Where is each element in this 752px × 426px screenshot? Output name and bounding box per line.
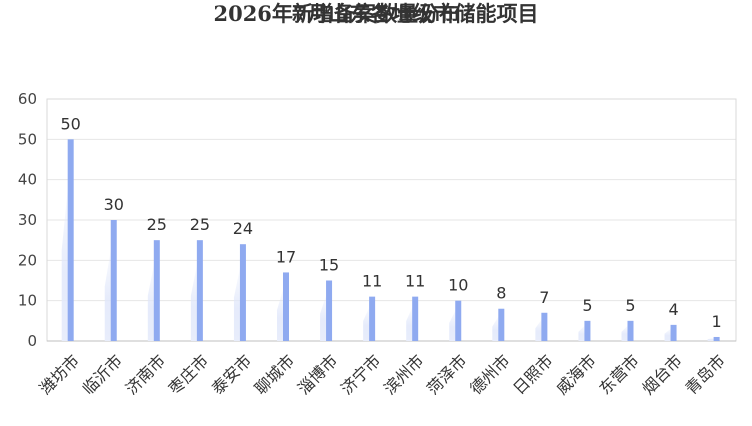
- data-label: 11: [405, 272, 425, 291]
- x-tick-label: 菏泽市: [423, 351, 470, 398]
- chart-title-line1: 2026年7月山东各地级市储能项目: [213, 1, 539, 26]
- x-tick-label: 济宁市: [337, 351, 384, 398]
- bar: [67, 139, 74, 341]
- bar: [670, 324, 677, 341]
- data-label: 17: [276, 247, 296, 266]
- x-tick-label: 枣庄市: [165, 351, 212, 398]
- x-tick-label: 济南市: [122, 351, 169, 398]
- bar: [412, 296, 419, 341]
- bar: [713, 336, 720, 341]
- data-label: 25: [190, 215, 210, 234]
- y-tick-label: 0: [27, 332, 37, 350]
- bar: [369, 296, 376, 341]
- axes: 0 10 20 30 40 50 60: [18, 90, 737, 350]
- data-label: 11: [362, 272, 382, 291]
- x-tick-label: 烟台市: [638, 351, 685, 398]
- data-label: 5: [582, 296, 592, 315]
- x-tick-label: 聊城市: [251, 351, 298, 398]
- x-tick-label: 潍坊市: [36, 351, 83, 398]
- bar: [153, 240, 160, 341]
- y-tick-label: 10: [18, 292, 37, 310]
- bar: [282, 272, 289, 341]
- bar: [584, 320, 591, 341]
- data-label: 10: [448, 276, 468, 295]
- data-label: 24: [233, 219, 253, 238]
- bar: [110, 220, 117, 341]
- chart-title-line2: 新增备案数量分布: [292, 1, 460, 26]
- gridlines: [47, 138, 736, 302]
- x-tick-label: 滨州市: [380, 351, 427, 398]
- x-tick-label: 青岛市: [682, 351, 729, 398]
- bar: [455, 300, 462, 341]
- bar: [326, 280, 333, 341]
- data-label: 7: [539, 288, 549, 307]
- data-label: 15: [319, 256, 339, 275]
- x-tick-label: 东营市: [595, 351, 642, 398]
- data-label: 50: [61, 114, 81, 133]
- y-tick-label: 60: [18, 90, 37, 108]
- data-label: 4: [668, 300, 678, 319]
- labels: 50潍坊市30临沂市25济南市25枣庄市24泰安市17聊城市15淄博市11济宁市…: [36, 114, 729, 398]
- x-tick-label: 德州市: [466, 351, 513, 398]
- data-label: 25: [147, 215, 167, 234]
- y-tick-label: 40: [18, 171, 37, 189]
- bar: [239, 244, 246, 341]
- y-tick-label: 30: [18, 211, 37, 229]
- y-tick-label: 50: [18, 130, 37, 148]
- x-tick-label: 威海市: [552, 351, 599, 398]
- x-tick-label: 淄博市: [294, 351, 341, 398]
- data-label: 5: [625, 296, 635, 315]
- x-tick-label: 临沂市: [79, 351, 126, 398]
- data-label: 30: [104, 195, 124, 214]
- y-tick-label: 20: [18, 251, 37, 269]
- data-label: 1: [712, 312, 722, 331]
- x-tick-label: 泰安市: [208, 351, 255, 398]
- x-tick-label: 日照市: [509, 351, 556, 398]
- bars: [61, 139, 720, 341]
- data-label: 8: [496, 284, 506, 303]
- bar: [196, 240, 203, 341]
- bar: [541, 312, 548, 341]
- bar: [498, 308, 505, 341]
- bar: [627, 320, 634, 341]
